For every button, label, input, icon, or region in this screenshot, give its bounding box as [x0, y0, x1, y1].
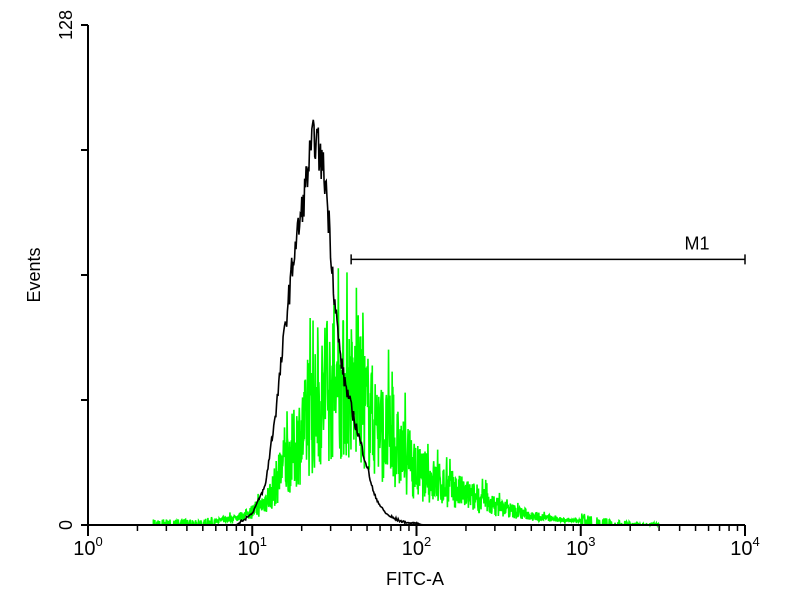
m1-gate: M1 [350, 233, 746, 265]
black-series [235, 119, 424, 526]
m1-gate-label: M1 [684, 233, 709, 253]
x-axis-label: FITC-A [386, 569, 444, 589]
black-series-line [235, 119, 424, 526]
green-series-line [152, 268, 660, 529]
x-tick-label: 104 [730, 534, 759, 560]
x-tick-label: 102 [402, 534, 431, 560]
y-axis-label: Events [24, 247, 44, 302]
y-tick-label: 128 [56, 10, 76, 40]
green-series [152, 268, 660, 529]
axes: 0 128 100 101 102 103 104 [56, 10, 760, 560]
x-tick-label: 100 [73, 534, 102, 560]
x-tick-label: 101 [238, 534, 267, 560]
y-tick-label: 0 [56, 520, 76, 530]
x-tick-label: 103 [566, 534, 595, 560]
